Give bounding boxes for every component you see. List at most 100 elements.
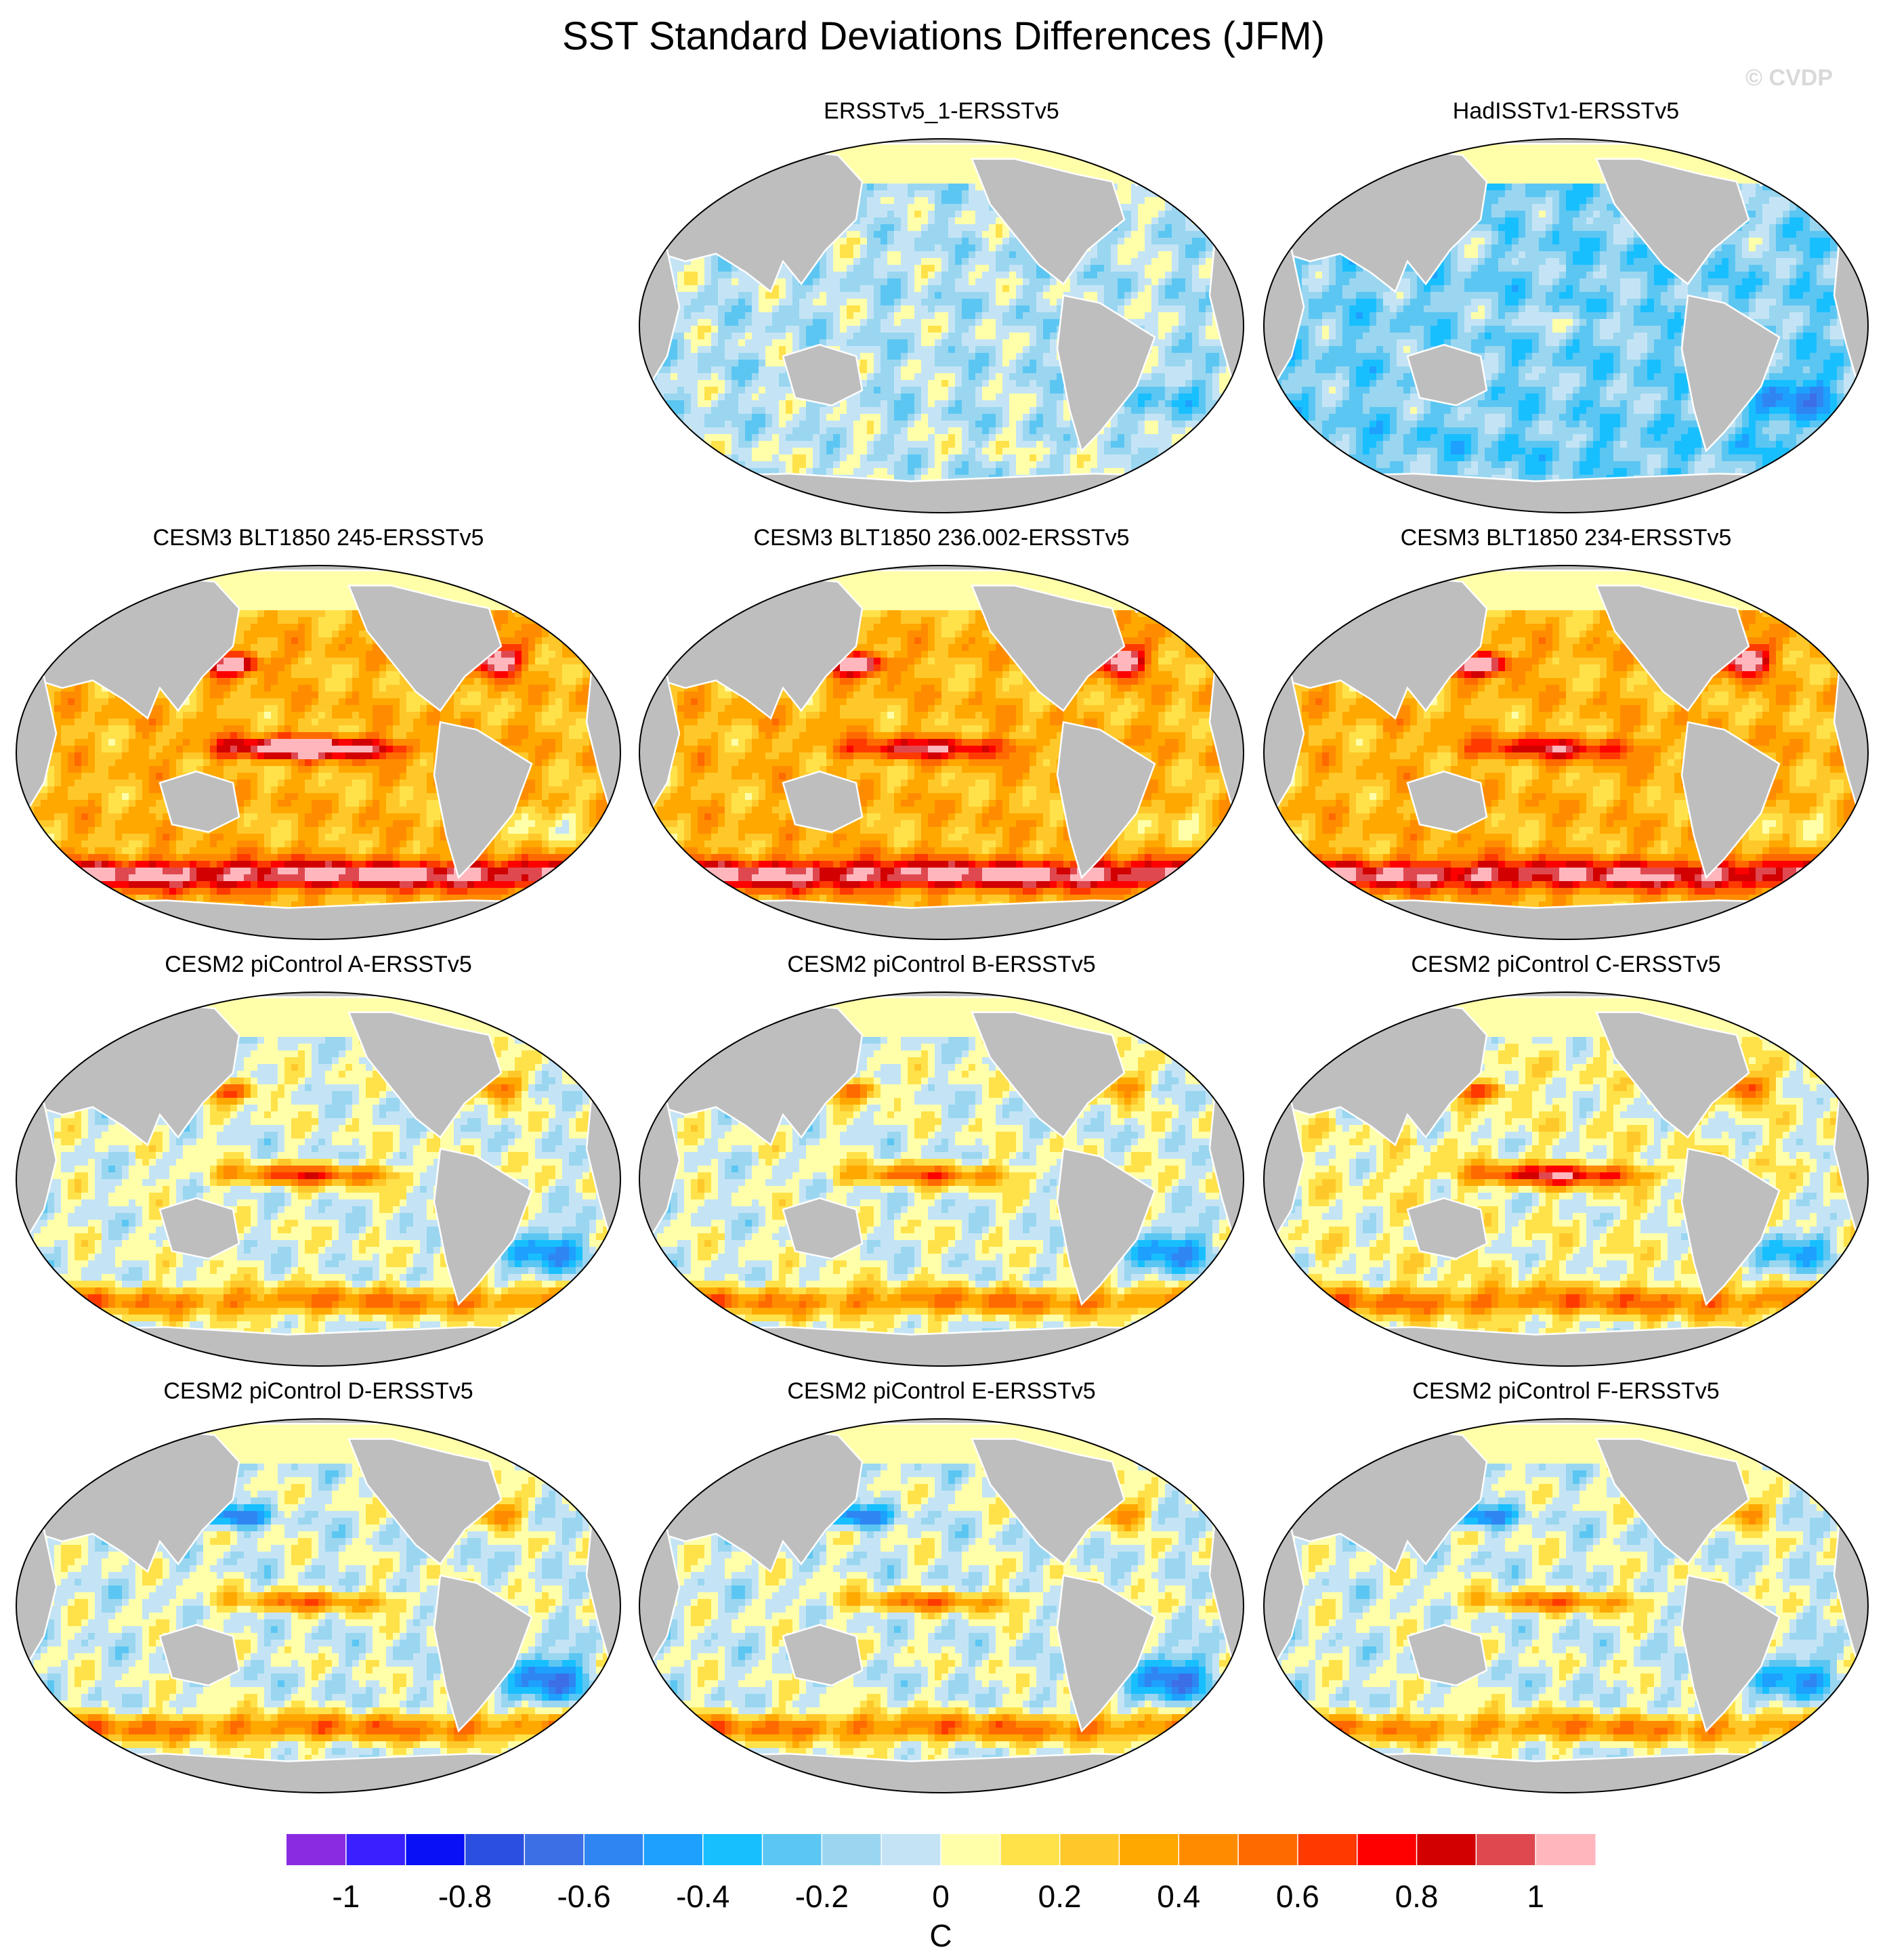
sst-cell bbox=[955, 441, 962, 448]
sst-cell bbox=[772, 468, 780, 475]
sst-cell bbox=[1179, 244, 1186, 252]
sst-cell bbox=[1179, 278, 1186, 286]
sst-cell bbox=[1239, 258, 1244, 265]
sst-cell bbox=[1145, 278, 1152, 286]
sst-cell bbox=[1212, 461, 1220, 469]
sst-cell bbox=[962, 360, 969, 367]
sst-cell bbox=[643, 211, 651, 218]
sst-cell bbox=[738, 380, 746, 387]
sst-cell bbox=[759, 427, 766, 435]
sst-cell bbox=[867, 319, 874, 326]
sst-cell bbox=[1219, 407, 1227, 414]
sst-cell bbox=[664, 441, 671, 448]
sst-cell bbox=[711, 305, 719, 313]
sst-cell bbox=[955, 448, 962, 455]
sst-cell bbox=[914, 407, 922, 414]
sst-cell bbox=[826, 468, 834, 475]
sst-cell bbox=[860, 217, 868, 225]
sst-cell bbox=[1009, 278, 1017, 286]
sst-cell bbox=[1206, 285, 1213, 293]
sst-cell bbox=[1030, 373, 1037, 381]
sst-cell bbox=[1206, 468, 1213, 475]
sst-cell bbox=[1185, 143, 1193, 150]
sst-cell bbox=[725, 292, 732, 299]
sst-cell bbox=[1050, 339, 1057, 347]
sst-cell bbox=[1185, 502, 1193, 509]
sst-cell bbox=[1151, 427, 1159, 435]
sst-cell bbox=[969, 380, 976, 387]
sst-cell bbox=[881, 326, 888, 333]
sst-cell bbox=[1212, 441, 1220, 448]
sst-cell bbox=[1212, 482, 1220, 489]
sst-cell bbox=[955, 150, 962, 157]
sst-cell bbox=[732, 272, 739, 279]
sst-cell bbox=[975, 407, 983, 414]
sst-cell bbox=[1138, 312, 1145, 320]
sst-cell bbox=[881, 353, 888, 360]
sst-cell bbox=[1219, 211, 1227, 218]
sst-cell bbox=[1124, 488, 1132, 496]
sst-cell bbox=[639, 502, 644, 509]
sst-cell bbox=[982, 346, 990, 354]
sst-cell bbox=[1009, 272, 1017, 279]
sst-cell bbox=[765, 360, 773, 367]
sst-cell bbox=[806, 292, 813, 299]
sst-cell bbox=[1043, 366, 1051, 374]
sst-cell bbox=[1212, 139, 1220, 144]
sst-cell bbox=[1043, 305, 1051, 313]
sst-cell bbox=[1036, 139, 1044, 144]
sst-cell bbox=[1057, 434, 1064, 442]
sst-cell bbox=[867, 353, 874, 360]
sst-cell bbox=[725, 461, 732, 469]
sst-cell bbox=[941, 278, 949, 286]
sst-cell bbox=[650, 441, 658, 448]
sst-cell bbox=[725, 427, 732, 435]
sst-cell bbox=[732, 373, 739, 381]
sst-cell bbox=[969, 190, 976, 198]
sst-cell bbox=[928, 346, 935, 354]
sst-cell bbox=[989, 360, 996, 367]
sst-cell bbox=[643, 224, 651, 232]
sst-cell bbox=[955, 272, 962, 279]
sst-cell bbox=[765, 400, 773, 408]
sst-cell bbox=[1239, 278, 1244, 286]
sst-cell bbox=[948, 163, 956, 171]
sst-cell bbox=[698, 407, 705, 414]
sst-cell bbox=[691, 204, 698, 211]
sst-cell bbox=[759, 366, 766, 374]
sst-cell bbox=[1030, 454, 1037, 462]
sst-cell bbox=[745, 387, 752, 394]
sst-cell bbox=[1023, 380, 1030, 387]
sst-cell bbox=[813, 285, 820, 293]
sst-cell bbox=[698, 482, 705, 489]
sst-cell bbox=[1124, 312, 1132, 320]
sst-cell bbox=[901, 427, 908, 435]
sst-cell bbox=[671, 441, 678, 448]
sst-cell bbox=[1090, 488, 1098, 496]
sst-cell bbox=[786, 272, 793, 279]
sst-cell bbox=[1124, 482, 1132, 489]
sst-cell bbox=[671, 488, 678, 496]
sst-cell bbox=[1063, 427, 1071, 435]
sst-cell bbox=[1233, 393, 1240, 401]
sst-cell bbox=[1138, 427, 1145, 435]
sst-cell bbox=[752, 319, 759, 326]
sst-cell bbox=[1118, 502, 1125, 509]
sst-cell bbox=[1145, 238, 1152, 245]
sst-cell bbox=[1030, 299, 1037, 306]
sst-cell bbox=[935, 441, 942, 448]
sst-cell bbox=[847, 305, 854, 313]
sst-cell bbox=[779, 326, 786, 333]
sst-cell bbox=[853, 224, 861, 232]
sst-cell bbox=[643, 468, 651, 475]
sst-cell bbox=[1192, 339, 1200, 347]
sst-cell bbox=[786, 299, 793, 306]
sst-cell bbox=[820, 468, 827, 475]
sst-cell bbox=[874, 204, 881, 211]
sst-cell bbox=[1016, 285, 1023, 293]
sst-cell bbox=[752, 150, 759, 157]
sst-cell bbox=[1185, 353, 1193, 360]
sst-cell bbox=[1158, 238, 1166, 245]
sst-cell bbox=[772, 312, 780, 320]
sst-cell bbox=[786, 488, 793, 496]
